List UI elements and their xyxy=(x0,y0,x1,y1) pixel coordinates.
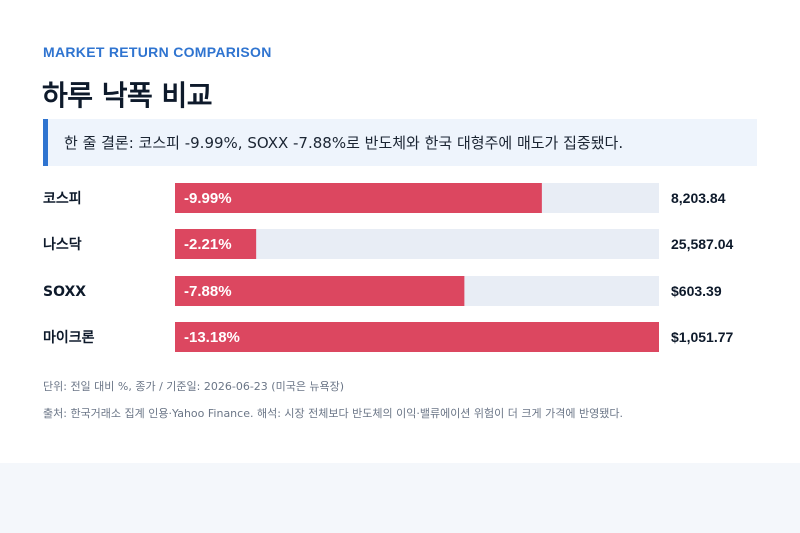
bar-value-label: -13.18% xyxy=(184,329,240,346)
category-label: SOXX xyxy=(43,284,86,300)
unit-note: 단위: 전일 대비 %, 종가 / 기준일: 2026-06-23 (미국은 뉴… xyxy=(43,380,345,393)
category-label: 나스닥 xyxy=(43,236,82,253)
bar xyxy=(175,229,257,259)
close-price-label: $603.39 xyxy=(671,283,722,299)
summary-text: 한 줄 결론: 코스피 -9.99%, SOXX -7.88%로 반도체와 한국… xyxy=(64,134,624,152)
category-label: 마이크론 xyxy=(43,329,95,346)
category-label: 코스피 xyxy=(43,191,82,207)
chart-kicker: MARKET RETURN COMPARISON xyxy=(43,44,272,60)
bar xyxy=(175,183,542,213)
chart-title: 하루 낙폭 비교 xyxy=(42,79,213,112)
footer-band xyxy=(0,463,800,533)
source-note: 출처: 한국거래소 집계 인용·Yahoo Finance. 해석: 시장 전체… xyxy=(43,407,623,420)
bar-value-label: -9.99% xyxy=(184,190,232,207)
close-price-label: $1,051.77 xyxy=(671,329,733,345)
bar-value-label: -2.21% xyxy=(184,236,232,253)
bar-value-label: -7.88% xyxy=(184,283,232,300)
bar xyxy=(175,322,659,352)
bar xyxy=(175,276,465,306)
close-price-label: 25,587.04 xyxy=(671,236,733,252)
close-price-label: 8,203.84 xyxy=(671,190,726,206)
summary-callout: 한 줄 결론: 코스피 -9.99%, SOXX -7.88%로 반도체와 한국… xyxy=(43,119,757,166)
